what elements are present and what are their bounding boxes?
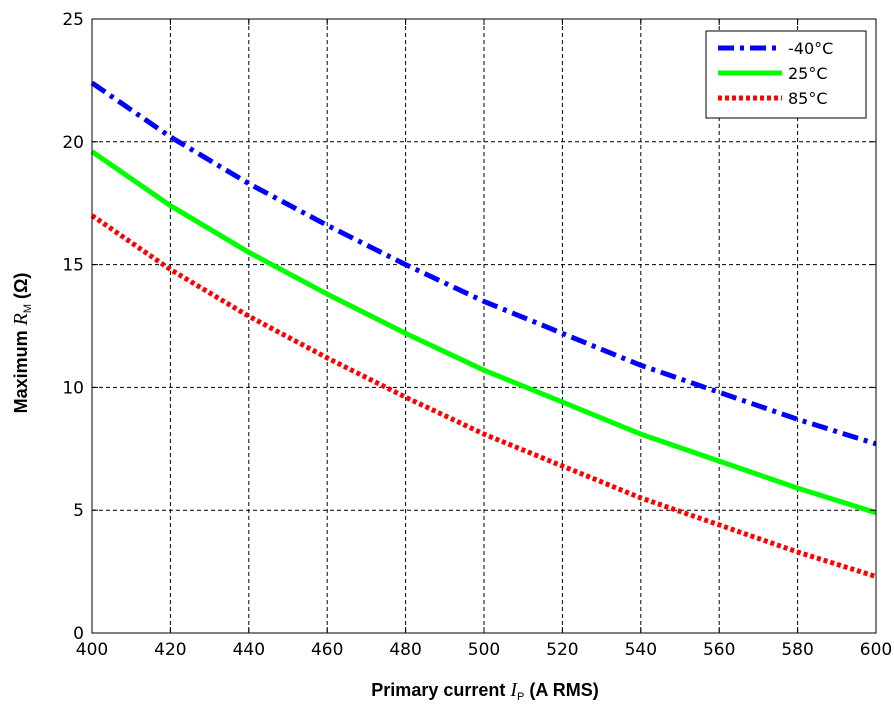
x-axis-label-subscript: P (517, 691, 524, 703)
x-axis-label-symbol: I (509, 679, 518, 701)
y-axis-label: Maximum RM (Ω) (10, 273, 34, 414)
x-axis-label: Primary current IP (A RMS) (371, 679, 598, 703)
y-tick-label: 10 (62, 378, 84, 398)
legend: -40°C 25°C 85°C (705, 30, 867, 119)
legend-entry-label: 85°C (788, 89, 828, 108)
x-axis-label-prefix: Primary current (371, 680, 510, 700)
y-tick-label: 5 (73, 501, 84, 521)
ticks: 400 420 440 460 480 500 520 540 560 580 600 0 5 10 15 2… (62, 10, 892, 660)
legend-entry-label: 25°C (788, 64, 828, 83)
x-tick-label: 560 (703, 640, 735, 660)
x-tick-label: 500 (468, 640, 500, 660)
x-axis-label-suffix: (A RMS) (524, 680, 598, 700)
x-tick-label: 400 (76, 640, 108, 660)
y-axis-label-suffix: (Ω) (11, 273, 31, 304)
y-axis-label-prefix: Maximum (11, 325, 31, 413)
x-tick-label: 420 (154, 640, 186, 660)
x-tick-label: 440 (233, 640, 265, 660)
series-line-3 (90, 213, 877, 579)
x-tick-label: 480 (389, 640, 421, 660)
y-tick-label: 25 (62, 10, 84, 30)
x-tick-label: 540 (625, 640, 657, 660)
y-tick-label: 0 (73, 624, 84, 644)
series-line-2 (90, 149, 877, 516)
y-tick-label: 15 (62, 256, 84, 276)
legend-entry-label: -40°C (788, 39, 833, 58)
x-tick-label: 460 (311, 640, 343, 660)
y-tick-label: 20 (62, 133, 84, 153)
y-axis-label-symbol: R (10, 313, 32, 326)
series-layer (90, 80, 877, 579)
x-tick-label: 600 (860, 640, 892, 660)
y-axis-label-subscript: M (22, 304, 34, 313)
series-line-1 (90, 80, 877, 447)
x-tick-label: 580 (781, 640, 813, 660)
grid (92, 19, 876, 633)
x-tick-label: 520 (546, 640, 578, 660)
